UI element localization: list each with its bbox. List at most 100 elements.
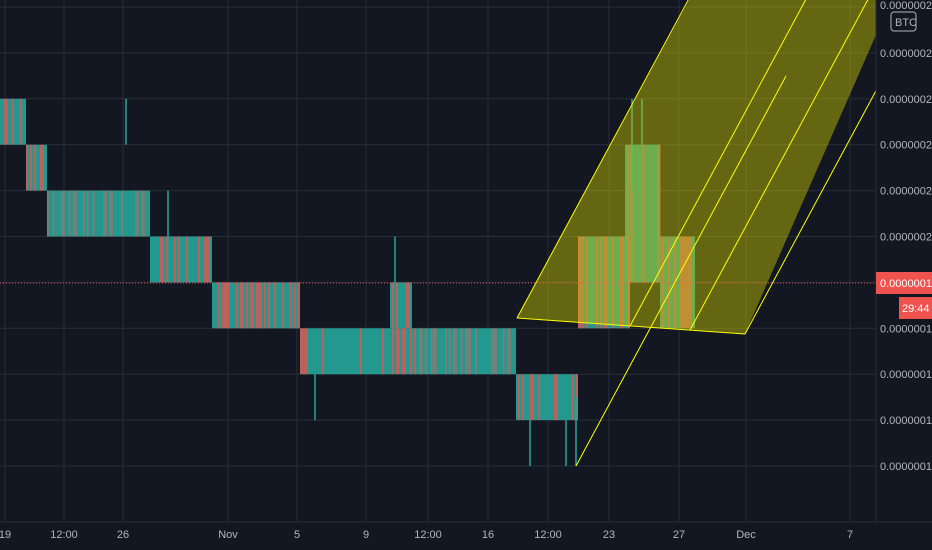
- time-tick-label: 9: [363, 529, 369, 541]
- candle-bearish: [538, 374, 540, 421]
- candle-bearish: [396, 282, 398, 329]
- candle-bearish: [554, 374, 556, 421]
- candle-bearish: [556, 374, 558, 421]
- parallel-channel[interactable]: [516, 0, 932, 467]
- candle-bearish: [604, 236, 606, 329]
- candle-bearish: [641, 144, 643, 283]
- candle-bearish: [431, 328, 433, 375]
- candle-bearish: [105, 190, 107, 237]
- currency-badge: [890, 11, 917, 32]
- channel-baseline: [516, 317, 746, 335]
- candle-bearish: [290, 282, 292, 329]
- candle-bearish: [160, 236, 162, 283]
- candle-bearish: [47, 190, 49, 237]
- candle-bearish: [121, 190, 123, 237]
- candle-bearish: [421, 328, 423, 375]
- candle-bearish: [26, 144, 28, 191]
- candle-bearish: [682, 236, 684, 329]
- candle-bearish: [629, 144, 631, 283]
- current-price-tag: [876, 272, 932, 294]
- time-tick-label: Dec: [736, 529, 756, 541]
- candle-bearish: [75, 190, 77, 237]
- candle-bearish: [628, 236, 630, 329]
- candle-bearish: [40, 144, 42, 191]
- candle-bearish: [222, 282, 224, 329]
- candle-bearish: [260, 282, 262, 329]
- time-tick-label: 12:00: [534, 529, 562, 541]
- candle-bearish: [298, 282, 300, 329]
- candle-bearish: [240, 282, 242, 329]
- candle-bearish: [392, 282, 394, 329]
- candle-bearish: [218, 282, 220, 329]
- candle-bearish: [224, 282, 226, 329]
- candle-bearish: [300, 328, 302, 375]
- candle-bearish: [465, 328, 467, 375]
- candle-bearish: [63, 190, 65, 237]
- candle-bearish: [208, 236, 210, 283]
- currency-label: BTC: [895, 17, 917, 29]
- candle-bearish: [4, 98, 6, 145]
- price-tick-label: 0.00000023: [880, 94, 932, 106]
- candle-bearish: [53, 190, 55, 237]
- candle-bearish: [657, 144, 659, 283]
- candle-bearish: [143, 190, 145, 237]
- candle-bearish: [306, 328, 308, 375]
- candle-bearish: [396, 328, 398, 375]
- candle-bearish: [659, 144, 661, 283]
- candle-bearish: [688, 236, 690, 329]
- price-tick-label: 0.00000022: [880, 140, 932, 152]
- candle-bearish: [264, 282, 266, 329]
- candle-bearish: [360, 328, 362, 375]
- candle-bearish: [493, 328, 495, 375]
- time-tick-label: 19: [0, 529, 11, 541]
- candle-bearish: [578, 236, 580, 329]
- candle-bearish: [73, 190, 75, 237]
- candle-bearish: [274, 282, 276, 329]
- time-tick-label: 16: [482, 529, 494, 541]
- countdown-tag: [899, 297, 932, 319]
- candle-bearish: [600, 236, 602, 329]
- candle-bearish: [467, 328, 469, 375]
- candle-bearish: [530, 374, 532, 421]
- candle-bearish: [435, 328, 437, 375]
- candle-bearish: [282, 282, 284, 329]
- time-axis[interactable]: 19 12:00 26 Nov 5 9 12:00 16 12:00 23 27 Dec 7: [0, 521, 932, 550]
- candle-bearish: [491, 328, 493, 375]
- countdown-label: 29:44: [902, 303, 930, 315]
- candle-bearish: [406, 282, 408, 329]
- candle-bearish: [419, 328, 421, 375]
- candle-bearish: [302, 328, 304, 375]
- candle-bearish: [42, 144, 44, 191]
- candle-bearish: [258, 282, 260, 329]
- candle-bearish: [392, 328, 394, 375]
- price-axis[interactable]: 0.00000025 BTC 0.000000240.000000230.000…: [875, 0, 932, 522]
- candle-bearish: [580, 236, 582, 329]
- candle-bearish: [382, 328, 384, 375]
- price-block: [300, 328, 415, 375]
- time-tick-label: 27: [673, 529, 685, 541]
- candle-bearish: [398, 328, 400, 375]
- time-tick-label: Nov: [218, 529, 238, 541]
- candle-bearish: [135, 190, 137, 237]
- candle-bearish: [103, 190, 105, 237]
- candle-bearish: [69, 190, 71, 237]
- price-axis-top-label: 0.00000025: [880, 0, 932, 12]
- candle-bearish: [410, 328, 412, 375]
- candle-bearish: [522, 374, 524, 421]
- candle-bearish: [627, 144, 629, 283]
- candle-bearish: [532, 374, 534, 421]
- candle-bearish: [137, 190, 139, 237]
- price-block: [150, 236, 212, 283]
- candle-bearish: [268, 282, 270, 329]
- candle-bearish: [606, 236, 608, 329]
- candle-bearish: [445, 328, 447, 375]
- candle-bearish: [686, 236, 688, 329]
- candle-bearish: [204, 236, 206, 283]
- candle-bearish: [242, 282, 244, 329]
- candle-bearish: [30, 144, 32, 191]
- channel-line: [516, 0, 689, 319]
- candle-bearish: [294, 282, 296, 329]
- candle-bearish: [668, 236, 670, 329]
- current-price-label: 0.00000019: [880, 278, 932, 290]
